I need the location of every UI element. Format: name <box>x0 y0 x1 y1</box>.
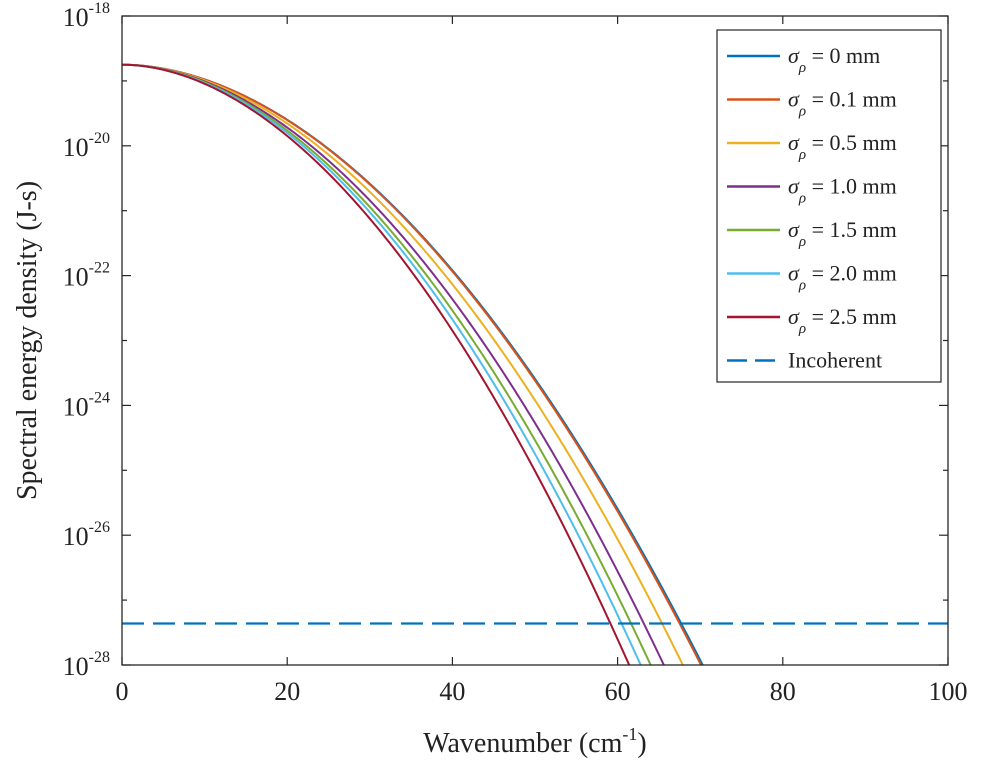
legend-box <box>716 29 942 383</box>
legend-sigma: σ <box>788 261 800 286</box>
legend-value: = 2.5 mm <box>806 304 897 329</box>
series-line-7 <box>122 63 631 665</box>
legend-subscript: ρ <box>798 60 806 76</box>
legend-subscript: ρ <box>798 321 806 337</box>
y-tick-base: 10 <box>63 3 89 32</box>
legend-value: = 0.1 mm <box>806 87 897 112</box>
legend-label: σρ = 1.0 mm <box>788 174 897 207</box>
y-tick-label: 10-22 <box>63 260 110 292</box>
x-tick-label: 80 <box>770 677 796 706</box>
y-tick-label: 10-24 <box>63 389 110 421</box>
y-axis-title: Spectral energy density (J-s) <box>12 181 43 500</box>
x-tick-label: 20 <box>274 677 300 706</box>
legend-value: = 1.0 mm <box>806 174 897 199</box>
y-tick-label: 10-18 <box>63 0 110 32</box>
axis-titles: Wavenumber (cm-1) Spectral energy density… <box>12 181 647 759</box>
legend-label: Incoherent <box>788 348 882 373</box>
x-axis-title: Wavenumber (cm-1) <box>423 724 646 759</box>
legend-sigma: σ <box>788 174 800 199</box>
legend-sigma: σ <box>788 43 800 68</box>
legend-label: σρ = 0.5 mm <box>788 130 897 163</box>
legend-value: = 0.5 mm <box>806 130 897 155</box>
legend-label: σρ = 0 mm <box>788 43 880 76</box>
legend-sigma: σ <box>788 304 800 329</box>
axis-ticks: 0 20 40 60 80 10010-1810-2010-2210-2410-2610-… <box>63 0 968 706</box>
legend-sigma: σ <box>788 87 800 112</box>
legend-subscript: ρ <box>798 234 806 250</box>
y-tick-exponent: -22 <box>89 260 110 277</box>
x-tick-label: 0 <box>116 677 129 706</box>
y-tick-label: 10-28 <box>63 649 110 681</box>
x-axis-title-suffix: ) <box>637 728 646 759</box>
y-tick-exponent: -20 <box>89 130 110 147</box>
x-axis-title-base: Wavenumber (cm <box>423 728 622 759</box>
legend-value: = 0 mm <box>806 43 880 68</box>
x-tick-label: 60 <box>605 677 631 706</box>
y-tick-label: 10-20 <box>63 130 110 162</box>
y-tick-exponent: -18 <box>89 0 110 17</box>
legend-subscript: ρ <box>798 191 806 207</box>
series-line-3 <box>122 63 684 665</box>
data-curves <box>122 63 948 665</box>
legend-label: σρ = 0.1 mm <box>788 87 897 120</box>
legend-value: = 2.0 mm <box>806 261 897 286</box>
legend-subscript: ρ <box>798 147 806 163</box>
y-tick-exponent: -24 <box>89 389 110 406</box>
y-tick-base: 10 <box>63 392 89 421</box>
y-tick-base: 10 <box>63 522 89 551</box>
y-tick-exponent: -28 <box>89 649 110 666</box>
legend-sigma: σ <box>788 217 800 242</box>
y-tick-label: 10-26 <box>63 519 110 551</box>
x-tick-label: 100 <box>929 677 968 706</box>
y-tick-exponent: -26 <box>89 519 110 536</box>
y-tick-base: 10 <box>63 263 89 292</box>
y-tick-base: 10 <box>63 652 89 681</box>
legend-subscript: ρ <box>798 278 806 294</box>
x-tick-label: 40 <box>439 677 465 706</box>
legend-sigma: σ <box>788 130 800 155</box>
legend-label: σρ = 1.5 mm <box>788 217 897 250</box>
y-tick-base: 10 <box>63 133 89 162</box>
legend-subscript: ρ <box>798 104 806 120</box>
legend-value: = 1.5 mm <box>806 217 897 242</box>
series-line-2 <box>122 63 703 665</box>
x-axis-title-sup: -1 <box>622 724 637 744</box>
legend-label: σρ = 2.5 mm <box>788 304 897 337</box>
legend-label: σρ = 2.0 mm <box>788 261 897 294</box>
